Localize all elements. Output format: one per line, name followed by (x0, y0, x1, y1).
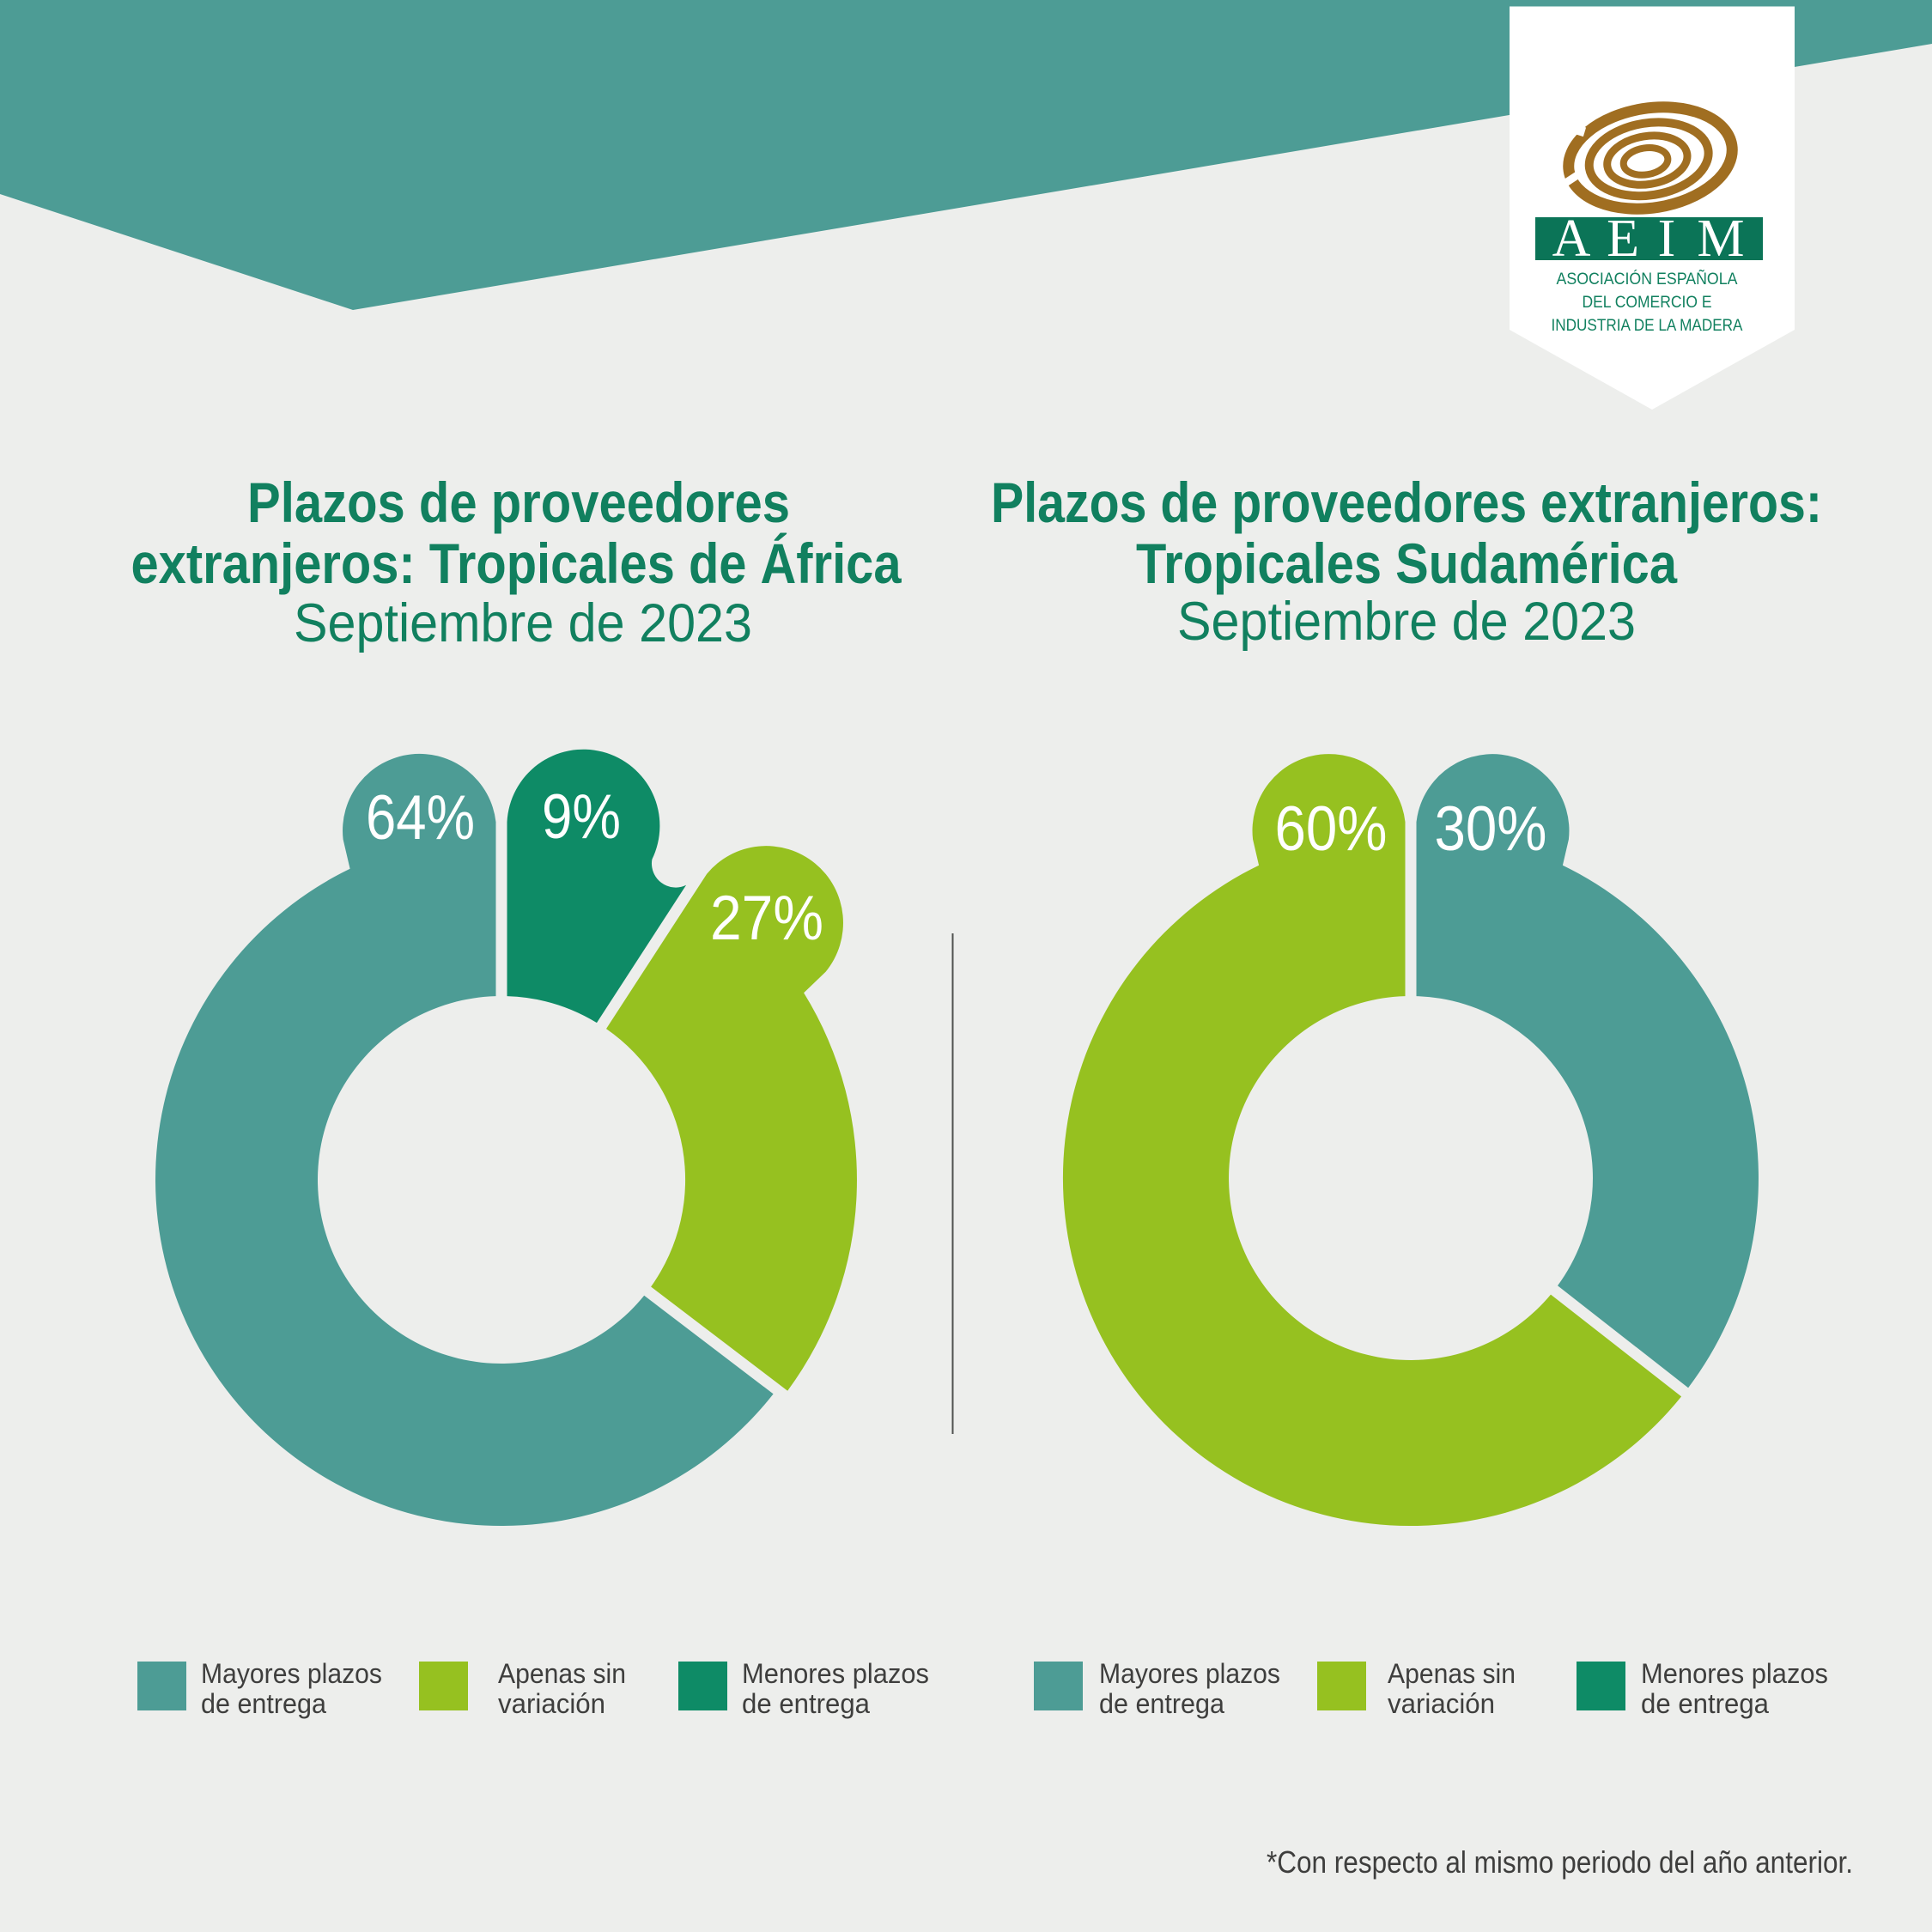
svg-text:A: A (1552, 210, 1591, 268)
svg-text:27%: 27% (710, 884, 823, 953)
svg-text:*Con respecto al mismo periodo: *Con respecto al mismo periodo del año a… (1267, 1844, 1853, 1880)
svg-text:Septiembre de 2023: Septiembre de 2023 (294, 593, 752, 653)
svg-text:E: E (1607, 210, 1639, 268)
svg-text:ASOCIACIÓN ESPAÑOLA: ASOCIACIÓN ESPAÑOLA (1557, 270, 1738, 289)
svg-text:60%: 60% (1275, 794, 1388, 864)
svg-text:Mayores plazos: Mayores plazos (1099, 1658, 1280, 1689)
svg-text:Tropicales Sudamérica: Tropicales Sudamérica (1136, 532, 1678, 595)
svg-text:variación: variación (498, 1688, 605, 1719)
svg-text:M: M (1697, 210, 1744, 268)
svg-text:9%: 9% (542, 782, 621, 852)
svg-text:64%: 64% (366, 783, 475, 853)
svg-text:INDUSTRIA DE LA MADERA: INDUSTRIA DE LA MADERA (1552, 317, 1743, 335)
svg-text:Menores plazos: Menores plazos (1641, 1658, 1828, 1689)
svg-text:de entrega: de entrega (1641, 1688, 1769, 1719)
svg-text:Plazos de proveedores: Plazos de proveedores (247, 471, 790, 534)
svg-text:variación: variación (1388, 1688, 1495, 1719)
svg-text:extranjeros: Tropicales de Áfr: extranjeros: Tropicales de África (131, 532, 902, 595)
svg-text:Apenas sin: Apenas sin (1388, 1658, 1516, 1689)
svg-text:DEL COMERCIO E: DEL COMERCIO E (1583, 294, 1712, 312)
svg-text:Plazos de proveedores extranje: Plazos de proveedores extranjeros: (991, 471, 1822, 534)
svg-text:Septiembre de 2023: Septiembre de 2023 (1177, 592, 1636, 652)
svg-text:Apenas sin: Apenas sin (498, 1658, 626, 1689)
svg-text:Menores plazos: Menores plazos (742, 1658, 929, 1689)
svg-text:I: I (1658, 210, 1676, 268)
svg-text:de entrega: de entrega (742, 1688, 870, 1719)
svg-text:de entrega: de entrega (1099, 1688, 1224, 1719)
svg-text:de entrega: de entrega (201, 1688, 326, 1719)
svg-text:Mayores plazos: Mayores plazos (201, 1658, 382, 1689)
svg-text:30%: 30% (1435, 794, 1547, 864)
